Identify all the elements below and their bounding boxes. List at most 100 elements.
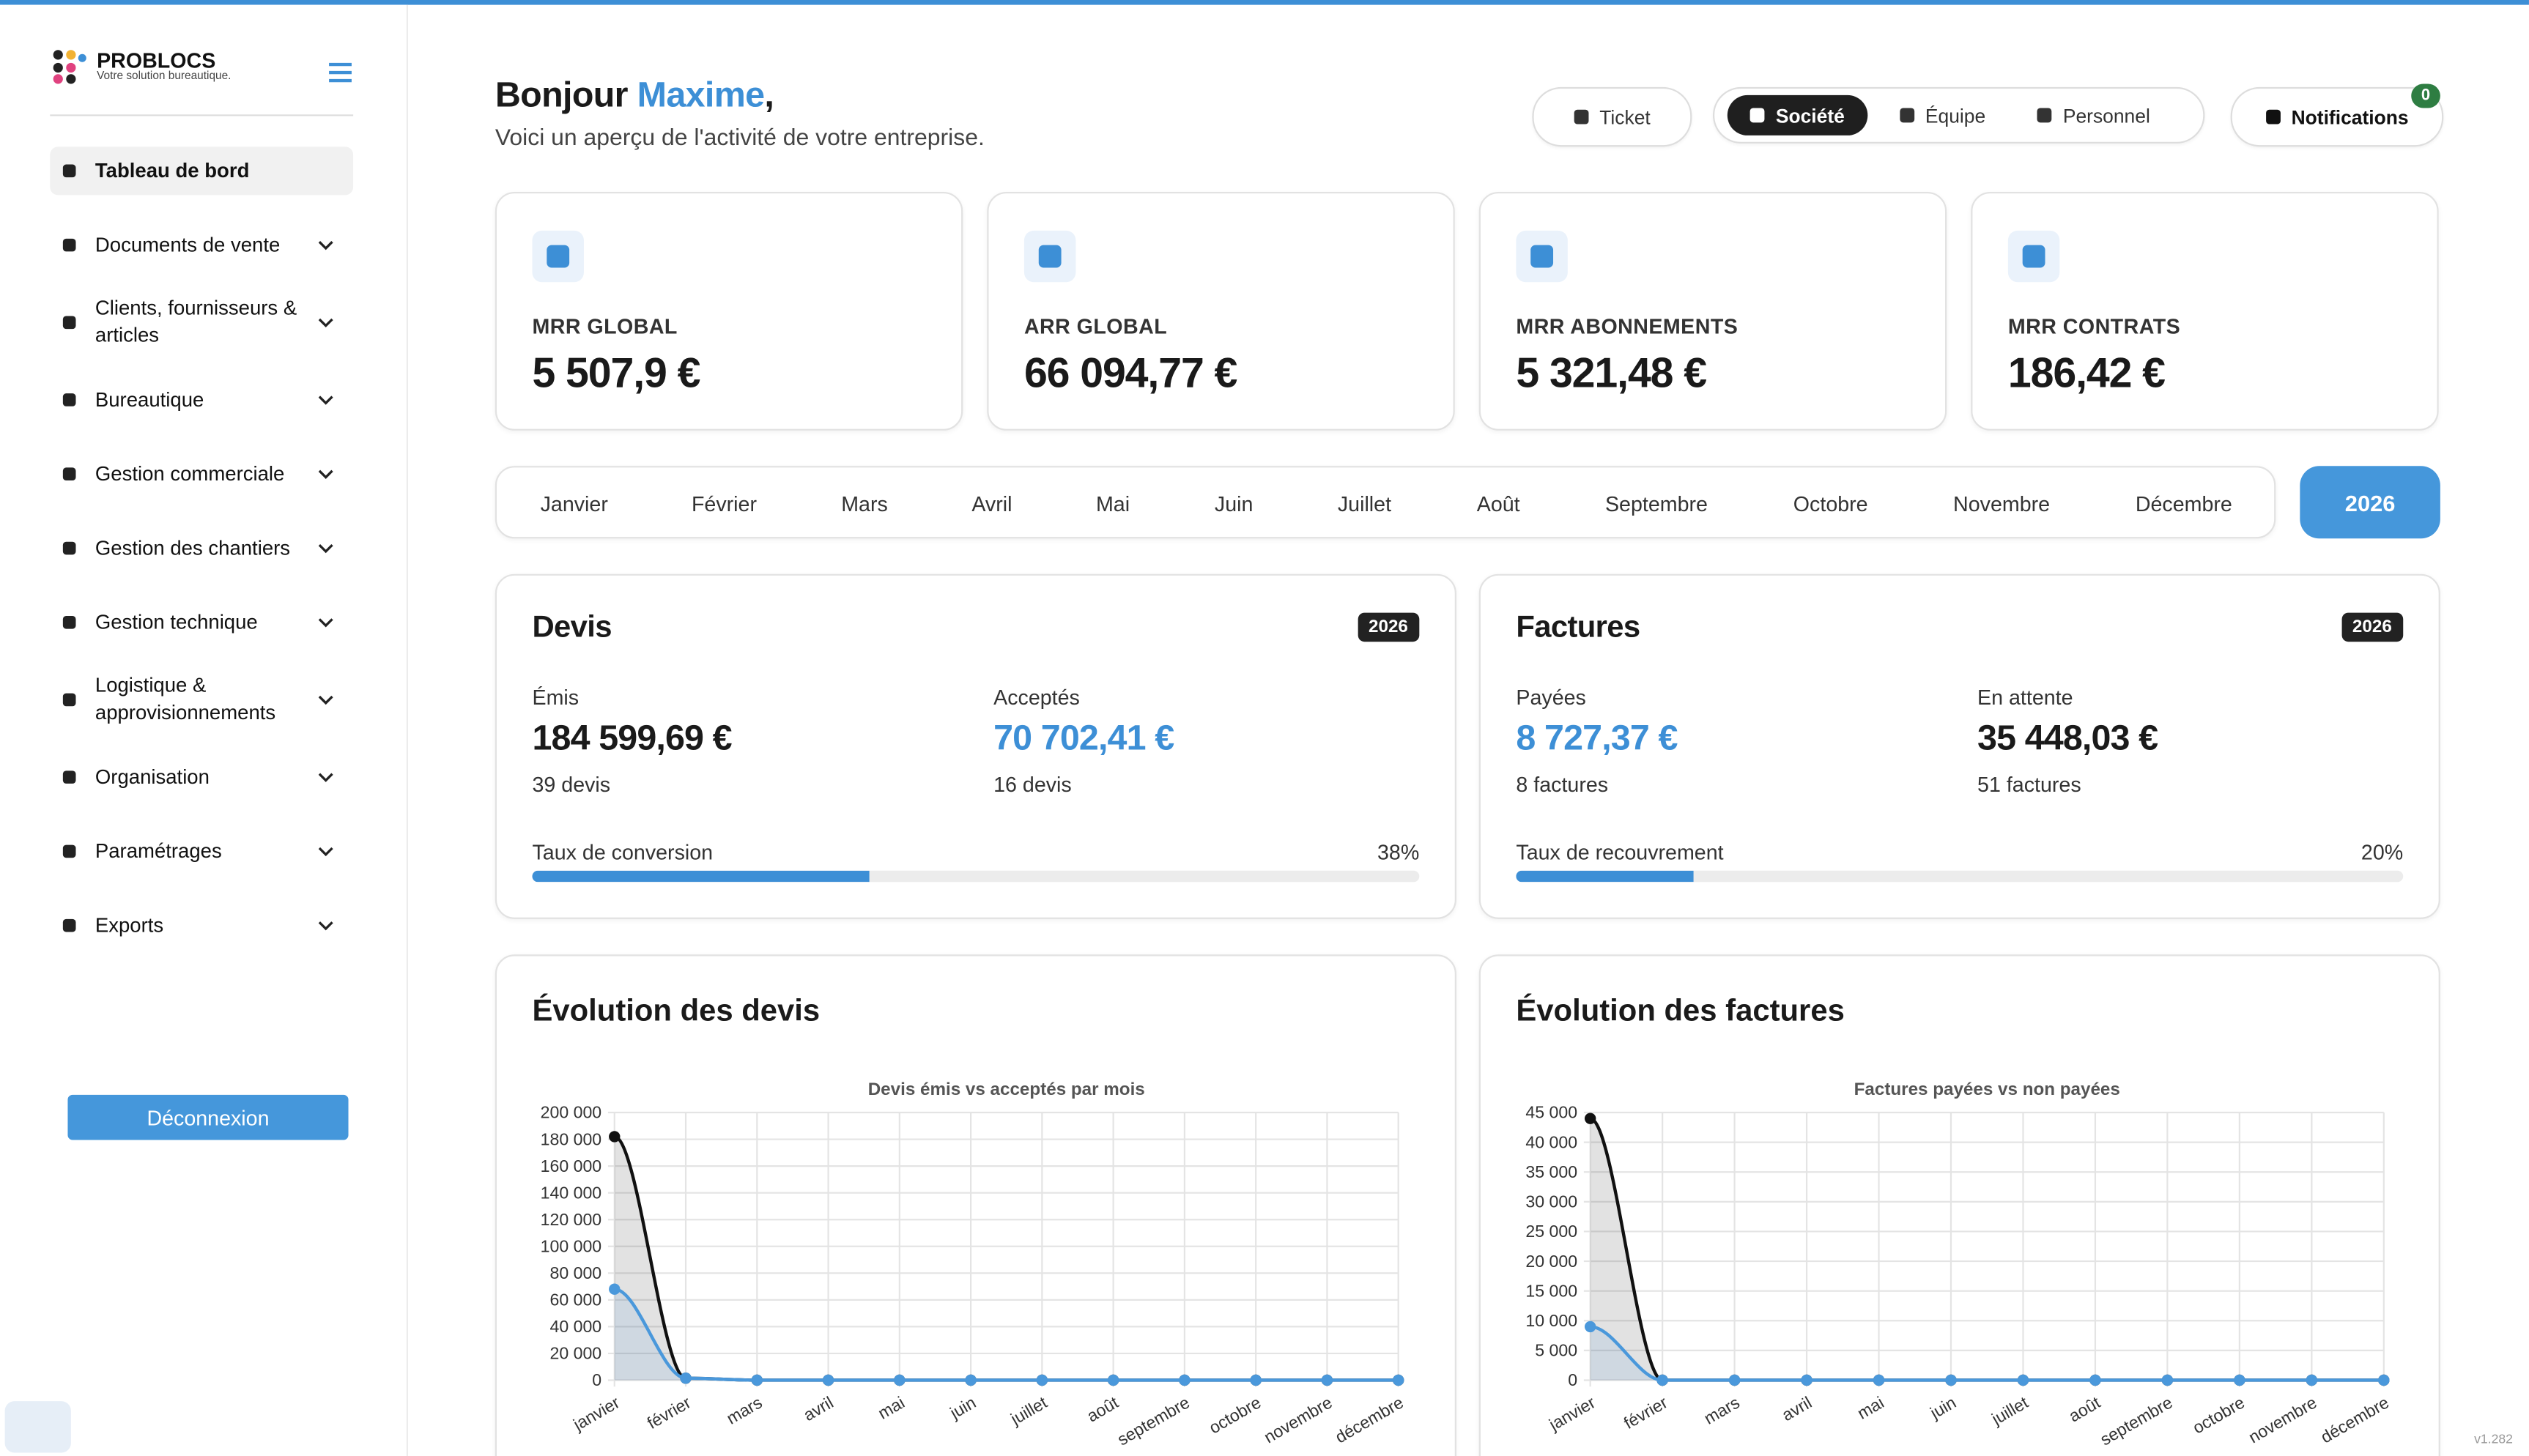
menu-label: Bureautique — [95, 386, 302, 413]
scope-tab-label: Personnel — [2063, 104, 2150, 127]
x-tick-label: janvier — [569, 1392, 623, 1434]
x-tick-label: janvier — [1545, 1392, 1599, 1434]
menu-item[interactable]: Paramétrages — [50, 827, 353, 875]
chevron-line — [319, 697, 333, 703]
year-button[interactable]: 2026 — [2300, 466, 2440, 538]
ticket-button[interactable]: Ticket — [1532, 87, 1692, 146]
menu-item[interactable]: Tableau de bord — [50, 146, 353, 195]
chart-card: Évolution des facturesFactures payées vs… — [1479, 954, 2440, 1456]
menu-label: Gestion des chantiers — [95, 535, 302, 562]
chevron-line — [319, 319, 333, 326]
series-line — [1591, 1326, 2384, 1380]
kpi-card: MRR GLOBAL5 507,9 € — [495, 192, 963, 431]
metric-value: 70 702,41 € — [993, 718, 1174, 759]
month-button[interactable]: Août — [1477, 491, 1520, 516]
menu-item[interactable]: Bureautique — [50, 376, 353, 424]
series-area — [615, 1137, 1399, 1381]
month-button[interactable]: Avril — [971, 491, 1012, 516]
y-tick-label: 0 — [592, 1370, 601, 1389]
series-line — [1591, 1118, 2384, 1380]
menu-item[interactable]: Exports — [50, 902, 353, 950]
year-badge: 2026 — [2341, 613, 2404, 642]
metric-count: 16 devis — [993, 773, 1072, 797]
y-tick-label: 40 000 — [549, 1317, 601, 1336]
icon — [1574, 110, 1588, 125]
x-tick-label: mars — [1700, 1393, 1742, 1428]
month-button[interactable]: Mars — [841, 491, 888, 516]
menu-label: Exports — [95, 912, 302, 939]
scope-tab[interactable]: Société — [1728, 95, 1867, 135]
chevron — [318, 770, 334, 784]
kpi-card: MRR ABONNEMENTS5 321,48 € — [1479, 192, 1947, 431]
month-button[interactable]: Juillet — [1338, 491, 1391, 516]
scope-tab[interactable]: Équipe — [1877, 95, 2008, 135]
month-button[interactable]: Janvier — [541, 491, 608, 516]
menu-item[interactable]: Gestion commerciale — [50, 450, 353, 498]
summary-title: Factures — [1516, 611, 1640, 646]
data-point — [609, 1131, 620, 1142]
chevron — [318, 467, 334, 480]
month-button[interactable]: Septembre — [1605, 491, 1708, 516]
menu-toggle[interactable] — [327, 62, 353, 84]
scope-tab-label: Société — [1776, 104, 1845, 127]
notifications-label: Notifications — [2292, 105, 2409, 128]
progress-track — [1516, 871, 2403, 882]
greeting: Bonjour Maxime, — [495, 74, 774, 116]
metric-label: En attente — [1977, 686, 2073, 710]
y-tick-label: 160 000 — [541, 1156, 602, 1175]
x-tick-label: décembre — [1332, 1393, 1407, 1447]
chevron — [318, 919, 334, 932]
y-tick-label: 25 000 — [1525, 1222, 1577, 1241]
data-point — [2234, 1375, 2245, 1386]
month-button[interactable]: Février — [692, 491, 757, 516]
x-tick-label: novembre — [1261, 1393, 1336, 1447]
month-button[interactable]: Mai — [1096, 491, 1130, 516]
y-tick-label: 15 000 — [1525, 1281, 1577, 1300]
progress-track — [532, 871, 1419, 882]
menu-item[interactable]: Logistique & approvisionnements — [50, 672, 353, 727]
summary-title: Devis — [532, 611, 611, 646]
chevron-line — [319, 774, 333, 781]
menu-item[interactable]: Clients, fournisseurs & articles — [50, 295, 353, 350]
menu-icon — [63, 542, 76, 555]
scope-tabs: Société Équipe Personnel — [1713, 87, 2204, 144]
greeting-word: Bonjour — [495, 74, 628, 114]
chevron — [318, 694, 334, 707]
month-button[interactable]: Octobre — [1793, 491, 1868, 516]
metric-label: Acceptés — [993, 686, 1080, 710]
data-point — [894, 1375, 905, 1386]
metric-count: 51 factures — [1977, 773, 2081, 797]
scope-tab[interactable]: Personnel — [2015, 95, 2173, 135]
menu-item[interactable]: Organisation — [50, 753, 353, 801]
x-tick-label: avril — [800, 1393, 837, 1425]
tagline: Votre solution bureautique. — [97, 71, 231, 82]
y-tick-label: 35 000 — [1525, 1162, 1577, 1181]
menu-item[interactable]: Gestion des chantiers — [50, 524, 353, 572]
metric-value: 8 727,37 € — [1516, 718, 1677, 759]
menu-icon — [63, 467, 76, 480]
chevron — [318, 393, 334, 406]
brand: PROBLOCS — [97, 48, 215, 73]
menu-item[interactable]: Gestion technique — [50, 598, 353, 647]
kpi-icon — [1516, 231, 1567, 282]
data-point — [1108, 1375, 1119, 1386]
chevron-line — [319, 471, 333, 478]
kpi-glyph — [1530, 245, 1553, 268]
rate-label: Taux de recouvrement — [1516, 840, 1723, 864]
x-tick-label: février — [1621, 1392, 1671, 1433]
chevron — [318, 845, 334, 858]
chevron — [318, 316, 334, 329]
month-button[interactable]: Juin — [1215, 491, 1254, 516]
logout-button[interactable]: Déconnexion — [67, 1095, 348, 1140]
menu-item[interactable]: Documents de vente — [50, 221, 353, 270]
month-button[interactable]: Décembre — [2136, 491, 2232, 516]
menu-label: Paramétrages — [95, 838, 302, 865]
x-tick-label: août — [1084, 1392, 1122, 1425]
rate-value: 20% — [2361, 840, 2403, 864]
logo — [51, 48, 86, 83]
punctuation: , — [764, 74, 774, 114]
y-tick-label: 5 000 — [1535, 1341, 1577, 1360]
data-point — [2089, 1375, 2100, 1386]
month-button[interactable]: Novembre — [1953, 491, 2050, 516]
